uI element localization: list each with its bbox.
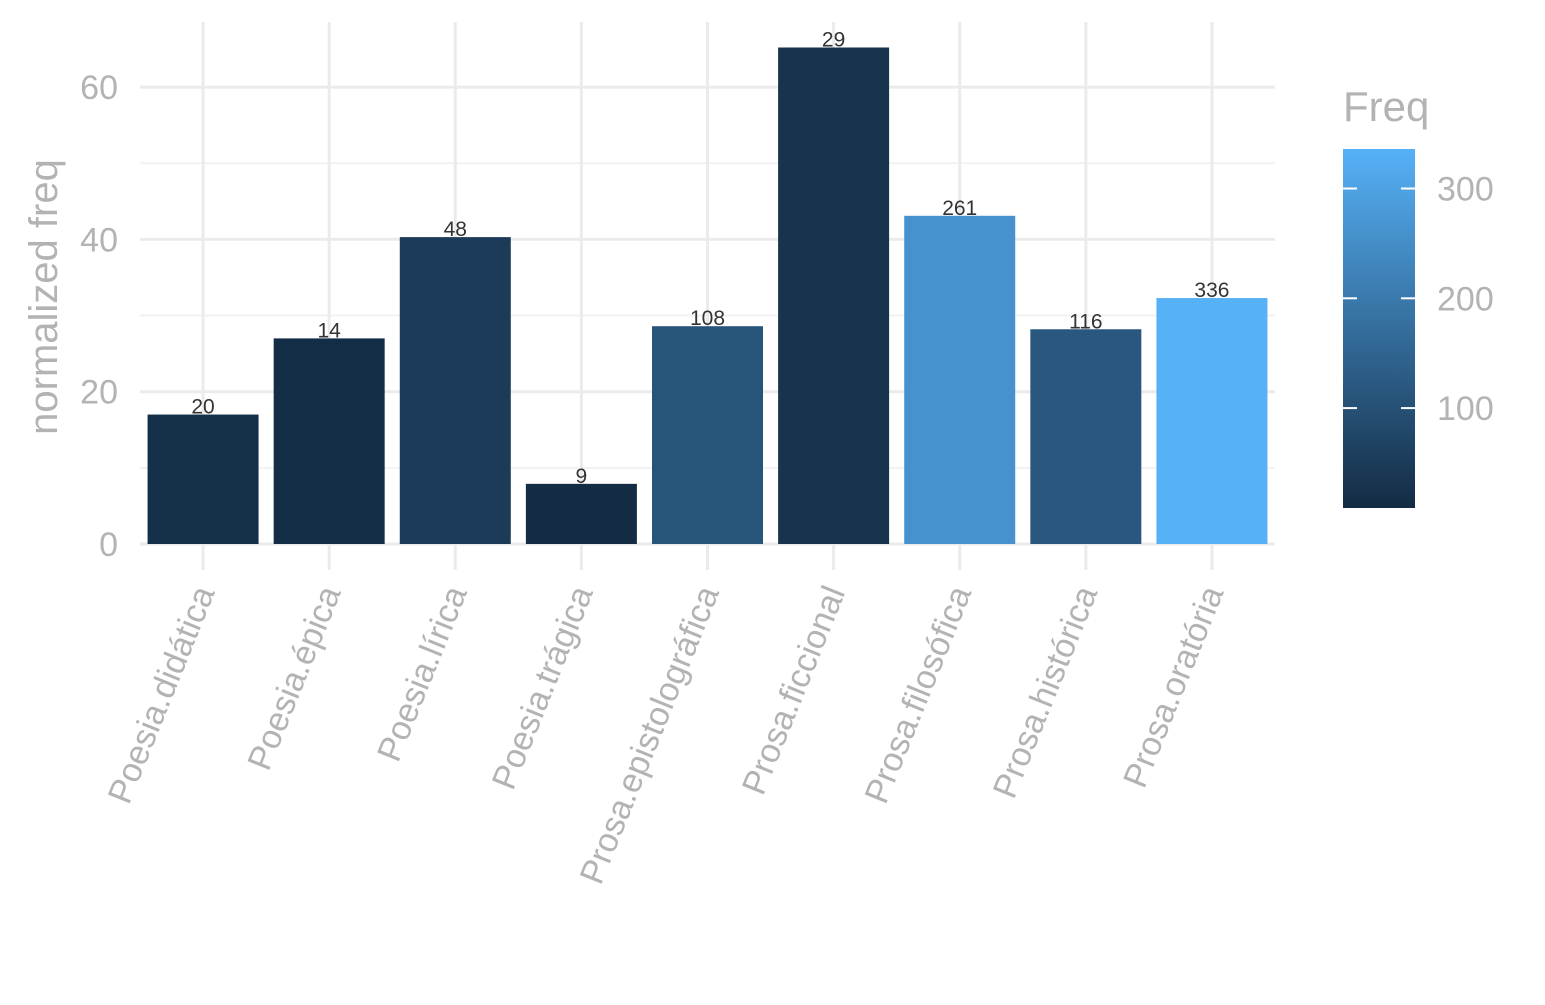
bar-value-label: 29 [822, 29, 845, 52]
bar-labels: 20 14 48 9 108 29 261 116 336 [191, 29, 1229, 488]
bar [778, 47, 890, 544]
y-axis-ticks: 0 20 40 60 [80, 69, 118, 564]
legend-colorbar [1343, 149, 1415, 508]
x-tick-label: Prosa.ficcional [735, 581, 853, 800]
y-tick-label: 0 [99, 526, 118, 564]
legend-tick-label: 300 [1437, 171, 1494, 209]
bar [904, 215, 1016, 544]
legend-tick-label: 100 [1437, 390, 1494, 428]
y-axis-title: normalized freq [22, 159, 66, 435]
bar [652, 326, 763, 544]
x-tick-label: Prosa.epistolográfica [573, 581, 727, 890]
x-tick-label: Poesia.didática [101, 581, 223, 809]
bar-value-label: 48 [444, 218, 467, 241]
bar [1030, 329, 1142, 544]
bar-value-label: 261 [942, 197, 977, 220]
bar-value-label: 116 [1069, 310, 1102, 333]
x-tick-label: Prosa.oratória [1116, 581, 1231, 793]
bar [147, 414, 259, 544]
y-tick-label: 40 [80, 221, 118, 259]
bar-value-label: 108 [690, 307, 725, 330]
legend-title: Freq [1343, 83, 1429, 130]
bar-value-label: 336 [1194, 279, 1229, 302]
x-tick-label: Poesia.épica [240, 581, 348, 776]
x-tick-label: Poesia.trágica [485, 581, 601, 795]
bar-value-label: 14 [317, 319, 341, 342]
bars [147, 47, 1268, 545]
legend-ticks: 100 200 300 [1343, 171, 1494, 428]
x-axis-ticks: Poesia.didática Poesia.épica Poesia.lírica… [101, 581, 1232, 890]
x-tick-label: Prosa.filosófica [858, 581, 980, 809]
bar [1156, 298, 1268, 544]
x-tick-label: Poesia.lírica [370, 581, 475, 767]
bar-value-label: 9 [576, 465, 588, 488]
bar [273, 338, 385, 544]
y-tick-label: 20 [80, 374, 118, 412]
y-tick-label: 60 [80, 69, 118, 107]
x-tick-label: Prosa.histórica [986, 581, 1106, 804]
legend: Freq 100 200 300 [1343, 83, 1494, 508]
bar [525, 483, 637, 544]
bar-value-label: 20 [191, 396, 214, 419]
legend-tick-label: 200 [1437, 280, 1494, 318]
bar [399, 237, 511, 545]
